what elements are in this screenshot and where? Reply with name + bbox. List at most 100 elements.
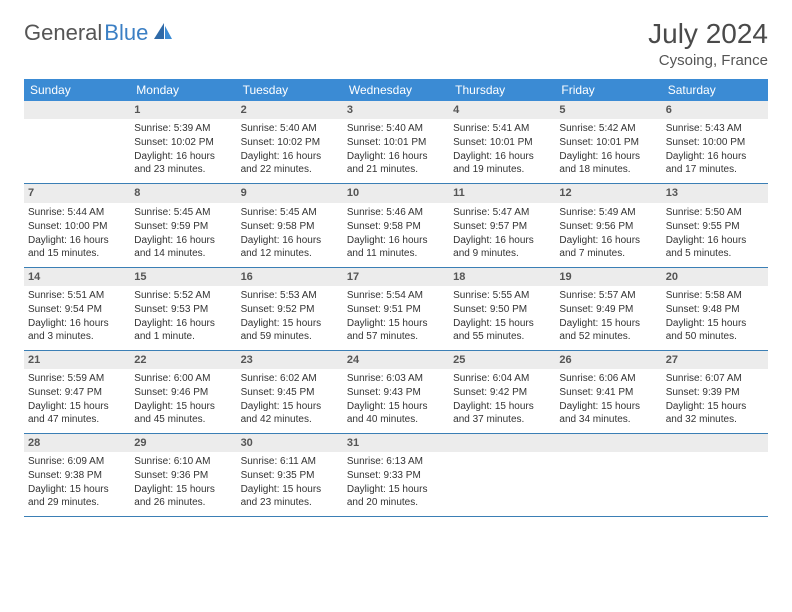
day-number: 12 bbox=[555, 184, 661, 202]
weekday-header: Friday bbox=[555, 79, 661, 101]
daylight-line: Daylight: 16 hours and 18 minutes. bbox=[559, 150, 657, 176]
sunset-line: Sunset: 10:00 PM bbox=[28, 220, 126, 233]
daylight-line: Daylight: 15 hours and 20 minutes. bbox=[347, 483, 445, 509]
weekday-header: Sunday bbox=[24, 79, 130, 101]
logo-text-general: General bbox=[24, 20, 102, 46]
daylight-line: Daylight: 15 hours and 42 minutes. bbox=[241, 400, 339, 426]
sunrise-line: Sunrise: 5:53 AM bbox=[241, 289, 339, 302]
day-number: 20 bbox=[662, 268, 768, 286]
day-number: 24 bbox=[343, 351, 449, 369]
day-number-bar bbox=[449, 434, 555, 452]
sunrise-line: Sunrise: 5:57 AM bbox=[559, 289, 657, 302]
daylight-line: Daylight: 15 hours and 59 minutes. bbox=[241, 317, 339, 343]
day-number: 16 bbox=[237, 268, 343, 286]
day-number: 8 bbox=[130, 184, 236, 202]
day-number: 3 bbox=[343, 101, 449, 119]
sunset-line: Sunset: 10:01 PM bbox=[347, 136, 445, 149]
sunrise-line: Sunrise: 5:40 AM bbox=[241, 122, 339, 135]
sunrise-line: Sunrise: 5:44 AM bbox=[28, 206, 126, 219]
calendar-cell: 4Sunrise: 5:41 AMSunset: 10:01 PMDayligh… bbox=[449, 101, 555, 184]
sunrise-line: Sunrise: 5:43 AM bbox=[666, 122, 764, 135]
sunset-line: Sunset: 9:55 PM bbox=[666, 220, 764, 233]
day-number: 15 bbox=[130, 268, 236, 286]
daylight-line: Daylight: 15 hours and 45 minutes. bbox=[134, 400, 232, 426]
daylight-line: Daylight: 15 hours and 34 minutes. bbox=[559, 400, 657, 426]
sunset-line: Sunset: 10:01 PM bbox=[559, 136, 657, 149]
day-number: 26 bbox=[555, 351, 661, 369]
sunset-line: Sunset: 9:41 PM bbox=[559, 386, 657, 399]
daylight-line: Daylight: 16 hours and 3 minutes. bbox=[28, 317, 126, 343]
sunset-line: Sunset: 9:53 PM bbox=[134, 303, 232, 316]
weekday-header: Monday bbox=[130, 79, 236, 101]
daylight-line: Daylight: 15 hours and 55 minutes. bbox=[453, 317, 551, 343]
calendar-cell: 20Sunrise: 5:58 AMSunset: 9:48 PMDayligh… bbox=[662, 268, 768, 351]
day-number: 28 bbox=[24, 434, 130, 452]
calendar-cell: 26Sunrise: 6:06 AMSunset: 9:41 PMDayligh… bbox=[555, 351, 661, 434]
daylight-line: Daylight: 16 hours and 1 minute. bbox=[134, 317, 232, 343]
day-number: 10 bbox=[343, 184, 449, 202]
daylight-line: Daylight: 16 hours and 17 minutes. bbox=[666, 150, 764, 176]
day-number: 25 bbox=[449, 351, 555, 369]
calendar-grid: 1Sunrise: 5:39 AMSunset: 10:02 PMDayligh… bbox=[24, 101, 768, 517]
sunrise-line: Sunrise: 6:09 AM bbox=[28, 455, 126, 468]
sunrise-line: Sunrise: 6:02 AM bbox=[241, 372, 339, 385]
day-number: 5 bbox=[555, 101, 661, 119]
sunset-line: Sunset: 9:47 PM bbox=[28, 386, 126, 399]
sunset-line: Sunset: 9:46 PM bbox=[134, 386, 232, 399]
daylight-line: Daylight: 16 hours and 19 minutes. bbox=[453, 150, 551, 176]
sunset-line: Sunset: 9:45 PM bbox=[241, 386, 339, 399]
daylight-line: Daylight: 15 hours and 32 minutes. bbox=[666, 400, 764, 426]
calendar-cell: 28Sunrise: 6:09 AMSunset: 9:38 PMDayligh… bbox=[24, 434, 130, 517]
calendar-cell: 10Sunrise: 5:46 AMSunset: 9:58 PMDayligh… bbox=[343, 184, 449, 267]
sunrise-line: Sunrise: 6:00 AM bbox=[134, 372, 232, 385]
sunset-line: Sunset: 9:52 PM bbox=[241, 303, 339, 316]
calendar-cell: 3 Sunrise: 5:40 AMSunset: 10:01 PMDayligh… bbox=[343, 101, 449, 184]
daylight-line: Daylight: 16 hours and 22 minutes. bbox=[241, 150, 339, 176]
calendar-cell: 25Sunrise: 6:04 AMSunset: 9:42 PMDayligh… bbox=[449, 351, 555, 434]
weekday-header: Tuesday bbox=[237, 79, 343, 101]
calendar-cell: 6Sunrise: 5:43 AMSunset: 10:00 PMDayligh… bbox=[662, 101, 768, 184]
sunrise-line: Sunrise: 6:07 AM bbox=[666, 372, 764, 385]
logo: GeneralBlue bbox=[24, 18, 174, 46]
sunset-line: Sunset: 9:36 PM bbox=[134, 469, 232, 482]
sunset-line: Sunset: 9:39 PM bbox=[666, 386, 764, 399]
calendar-cell: 24Sunrise: 6:03 AMSunset: 9:43 PMDayligh… bbox=[343, 351, 449, 434]
sunrise-line: Sunrise: 5:47 AM bbox=[453, 206, 551, 219]
sunrise-line: Sunrise: 6:13 AM bbox=[347, 455, 445, 468]
daylight-line: Daylight: 16 hours and 21 minutes. bbox=[347, 150, 445, 176]
calendar-cell: 2Sunrise: 5:40 AMSunset: 10:02 PMDayligh… bbox=[237, 101, 343, 184]
weekday-header: Saturday bbox=[662, 79, 768, 101]
day-number: 13 bbox=[662, 184, 768, 202]
day-number: 22 bbox=[130, 351, 236, 369]
day-number: 18 bbox=[449, 268, 555, 286]
calendar-cell bbox=[555, 434, 661, 517]
calendar-cell: 19Sunrise: 5:57 AMSunset: 9:49 PMDayligh… bbox=[555, 268, 661, 351]
day-number: 9 bbox=[237, 184, 343, 202]
daylight-line: Daylight: 16 hours and 15 minutes. bbox=[28, 234, 126, 260]
sunrise-line: Sunrise: 5:39 AM bbox=[134, 122, 232, 135]
sunrise-line: Sunrise: 5:45 AM bbox=[241, 206, 339, 219]
calendar-cell: 31Sunrise: 6:13 AMSunset: 9:33 PMDayligh… bbox=[343, 434, 449, 517]
sunrise-line: Sunrise: 5:42 AM bbox=[559, 122, 657, 135]
sunrise-line: Sunrise: 5:40 AM bbox=[347, 122, 445, 135]
sunset-line: Sunset: 9:56 PM bbox=[559, 220, 657, 233]
calendar-cell: 1Sunrise: 5:39 AMSunset: 10:02 PMDayligh… bbox=[130, 101, 236, 184]
day-number: 17 bbox=[343, 268, 449, 286]
calendar-cell: 15Sunrise: 5:52 AMSunset: 9:53 PMDayligh… bbox=[130, 268, 236, 351]
daylight-line: Daylight: 15 hours and 23 minutes. bbox=[241, 483, 339, 509]
sunset-line: Sunset: 10:01 PM bbox=[453, 136, 551, 149]
day-number: 21 bbox=[24, 351, 130, 369]
day-number: 30 bbox=[237, 434, 343, 452]
day-number: 27 bbox=[662, 351, 768, 369]
sunrise-line: Sunrise: 5:49 AM bbox=[559, 206, 657, 219]
title-block: July 2024 Cysoing, France bbox=[648, 18, 768, 69]
calendar-cell: 23 Sunrise: 6:02 AMSunset: 9:45 PMDayligh… bbox=[237, 351, 343, 434]
sunrise-line: Sunrise: 5:59 AM bbox=[28, 372, 126, 385]
sunset-line: Sunset: 9:58 PM bbox=[347, 220, 445, 233]
sunset-line: Sunset: 9:57 PM bbox=[453, 220, 551, 233]
daylight-line: Daylight: 16 hours and 11 minutes. bbox=[347, 234, 445, 260]
day-number: 23 bbox=[237, 351, 343, 369]
sunset-line: Sunset: 9:59 PM bbox=[134, 220, 232, 233]
sunrise-line: Sunrise: 6:03 AM bbox=[347, 372, 445, 385]
daylight-line: Daylight: 15 hours and 47 minutes. bbox=[28, 400, 126, 426]
